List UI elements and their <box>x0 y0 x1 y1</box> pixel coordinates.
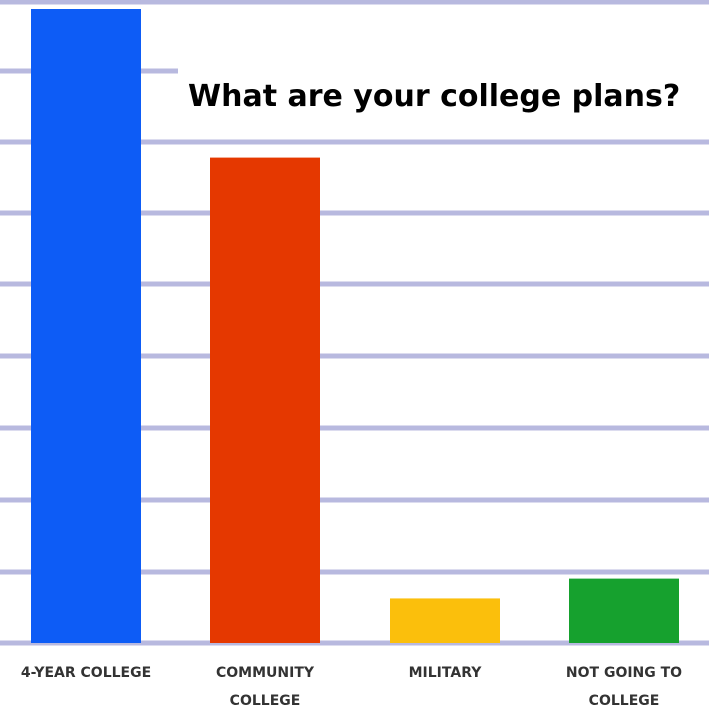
category-label-1-0: COMMUNITY <box>216 665 315 681</box>
category-label-1-1: COLLEGE <box>230 693 301 707</box>
bars <box>31 9 679 643</box>
category-label-2-0: MILITARY <box>409 665 483 681</box>
category-label-3-1: COLLEGE <box>589 693 660 707</box>
category-label-0-0: 4-YEAR COLLEGE <box>21 665 151 681</box>
chart-title-background <box>178 66 709 120</box>
category-labels: 4-YEAR COLLEGE COMMUNITY COLLEGE MILITARY NO… <box>21 665 682 707</box>
bar-3 <box>569 578 679 643</box>
bar-0 <box>31 9 141 643</box>
chart-title: What are your college plans? <box>188 79 680 114</box>
bar-1 <box>210 157 320 643</box>
bar-2 <box>390 598 500 643</box>
category-label-3-0: NOT GOING TO <box>566 665 682 681</box>
